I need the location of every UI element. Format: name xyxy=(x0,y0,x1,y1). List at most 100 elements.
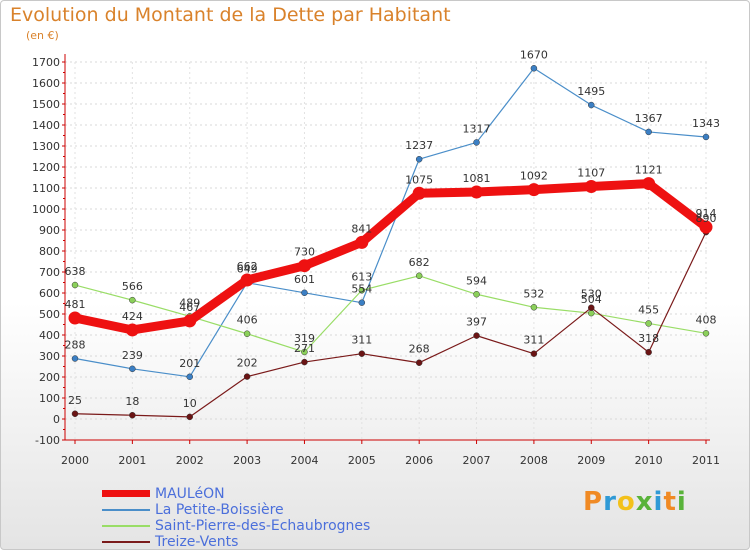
y-tick-label: 900 xyxy=(39,224,60,237)
data-point-series-1 xyxy=(415,155,423,163)
data-point-series-1 xyxy=(702,133,710,141)
data-label-series-0: 424 xyxy=(122,310,143,323)
data-point-series-2 xyxy=(358,287,366,294)
data-label-series-0: 662 xyxy=(237,260,258,273)
y-tick-label: 1700 xyxy=(32,56,60,69)
data-point-series-3 xyxy=(71,410,79,417)
data-label-series-2: 594 xyxy=(466,274,487,287)
x-tick-label: 2001 xyxy=(118,454,146,467)
y-tick-label: 100 xyxy=(39,392,60,405)
data-label-series-2: 682 xyxy=(409,256,430,269)
logo-letter: r xyxy=(603,487,617,517)
data-label-series-1: 1237 xyxy=(405,139,433,152)
x-tick-label: 2010 xyxy=(635,454,663,467)
data-label-series-1: 554 xyxy=(351,283,372,296)
y-tick-label: 0 xyxy=(53,413,60,426)
y-tick-label: -100 xyxy=(35,434,60,447)
data-label-series-3: 318 xyxy=(638,332,659,345)
data-point-series-0 xyxy=(642,177,656,191)
data-point-series-2 xyxy=(702,330,710,337)
data-label-series-1: 601 xyxy=(294,273,315,286)
data-label-series-1: 239 xyxy=(122,349,143,362)
data-point-series-0 xyxy=(699,220,713,234)
data-point-series-0 xyxy=(412,186,426,200)
y-tick-label: 1300 xyxy=(32,140,60,153)
data-label-series-0: 914 xyxy=(696,207,717,220)
data-point-series-3 xyxy=(358,350,366,357)
x-tick-label: 2005 xyxy=(348,454,376,467)
data-label-series-2: 638 xyxy=(65,265,86,278)
data-label-series-0: 1075 xyxy=(405,173,433,186)
logo-letter: o xyxy=(616,487,636,517)
logo-letter: x xyxy=(635,487,654,517)
x-tick-label: 2011 xyxy=(692,454,720,467)
data-point-series-2 xyxy=(71,281,79,289)
data-point-series-0 xyxy=(355,235,369,249)
x-tick-label: 2007 xyxy=(463,454,491,467)
data-point-series-1 xyxy=(588,101,595,109)
y-tick-label: 1100 xyxy=(32,182,60,195)
data-label-series-3: 311 xyxy=(523,334,544,347)
data-label-series-0: 1081 xyxy=(463,172,491,185)
data-label-series-1: 201 xyxy=(179,357,200,370)
data-label-series-0: 730 xyxy=(294,246,315,259)
y-tick-label: 1200 xyxy=(32,161,60,174)
data-label-series-2: 504 xyxy=(581,293,602,306)
legend-swatch-mauleon xyxy=(102,490,150,497)
data-label-series-3: 268 xyxy=(409,343,430,356)
data-point-series-0 xyxy=(68,311,82,325)
legend-swatch-la-petite-boissiere xyxy=(102,509,150,511)
data-label-series-3: 530 xyxy=(581,288,602,301)
data-point-series-0 xyxy=(527,183,541,197)
legend-label-treize-vents: Treize-Vents xyxy=(155,534,239,550)
chart-title: Evolution du Montant de la Dette par Hab… xyxy=(10,4,451,26)
data-label-series-3: 10 xyxy=(183,397,197,410)
data-point-series-3 xyxy=(645,348,652,356)
x-tick-label: 2003 xyxy=(233,454,261,467)
data-point-series-2 xyxy=(473,291,480,298)
x-tick-label: 2002 xyxy=(176,454,204,467)
data-point-series-3 xyxy=(243,373,251,380)
y-tick-label: 300 xyxy=(39,350,60,363)
y-tick-label: 1000 xyxy=(32,203,60,216)
data-label-series-2: 566 xyxy=(122,280,143,293)
y-tick-label: 800 xyxy=(39,245,60,258)
data-label-series-0: 1121 xyxy=(635,164,663,177)
data-point-series-3 xyxy=(530,350,538,357)
data-point-series-0 xyxy=(470,185,484,199)
data-label-series-3: 202 xyxy=(237,357,258,370)
x-tick-label: 2000 xyxy=(61,454,89,467)
logo-letter: i xyxy=(676,487,687,517)
y-tick-label: 400 xyxy=(39,329,60,342)
data-point-series-1 xyxy=(645,128,652,136)
data-label-series-0: 481 xyxy=(65,298,86,311)
y-tick-label: 1600 xyxy=(32,77,60,90)
data-point-series-1 xyxy=(358,299,366,306)
data-point-series-0 xyxy=(240,273,254,287)
data-point-series-0 xyxy=(125,323,139,337)
data-point-series-1 xyxy=(473,139,480,146)
data-label-series-1: 288 xyxy=(65,339,86,352)
data-label-series-2: 613 xyxy=(351,270,372,283)
data-label-series-1: 1343 xyxy=(692,117,720,130)
data-label-series-1: 1367 xyxy=(635,112,663,125)
data-label-series-2: 406 xyxy=(237,314,258,327)
data-label-series-1: 1317 xyxy=(463,122,491,135)
logo-letter: P xyxy=(583,487,604,517)
data-point-series-1 xyxy=(129,365,136,373)
series-line-3 xyxy=(74,231,707,418)
data-label-series-2: 489 xyxy=(179,296,200,309)
data-label-series-1: 1495 xyxy=(577,85,605,98)
data-point-series-2 xyxy=(129,296,136,304)
x-tick-label: 2004 xyxy=(290,454,318,467)
proxiti-logo: Proxiti xyxy=(583,487,687,517)
data-point-series-0 xyxy=(297,259,311,273)
logo-letter: t xyxy=(663,487,677,517)
chart-subtitle: (en €) xyxy=(26,29,59,42)
data-label-series-1: 1670 xyxy=(520,48,548,61)
data-label-series-2: 408 xyxy=(696,313,717,326)
data-label-series-3: 25 xyxy=(68,394,82,407)
data-label-series-0: 467 xyxy=(179,301,200,314)
legend-label-mauleon: MAULéON xyxy=(155,486,225,502)
